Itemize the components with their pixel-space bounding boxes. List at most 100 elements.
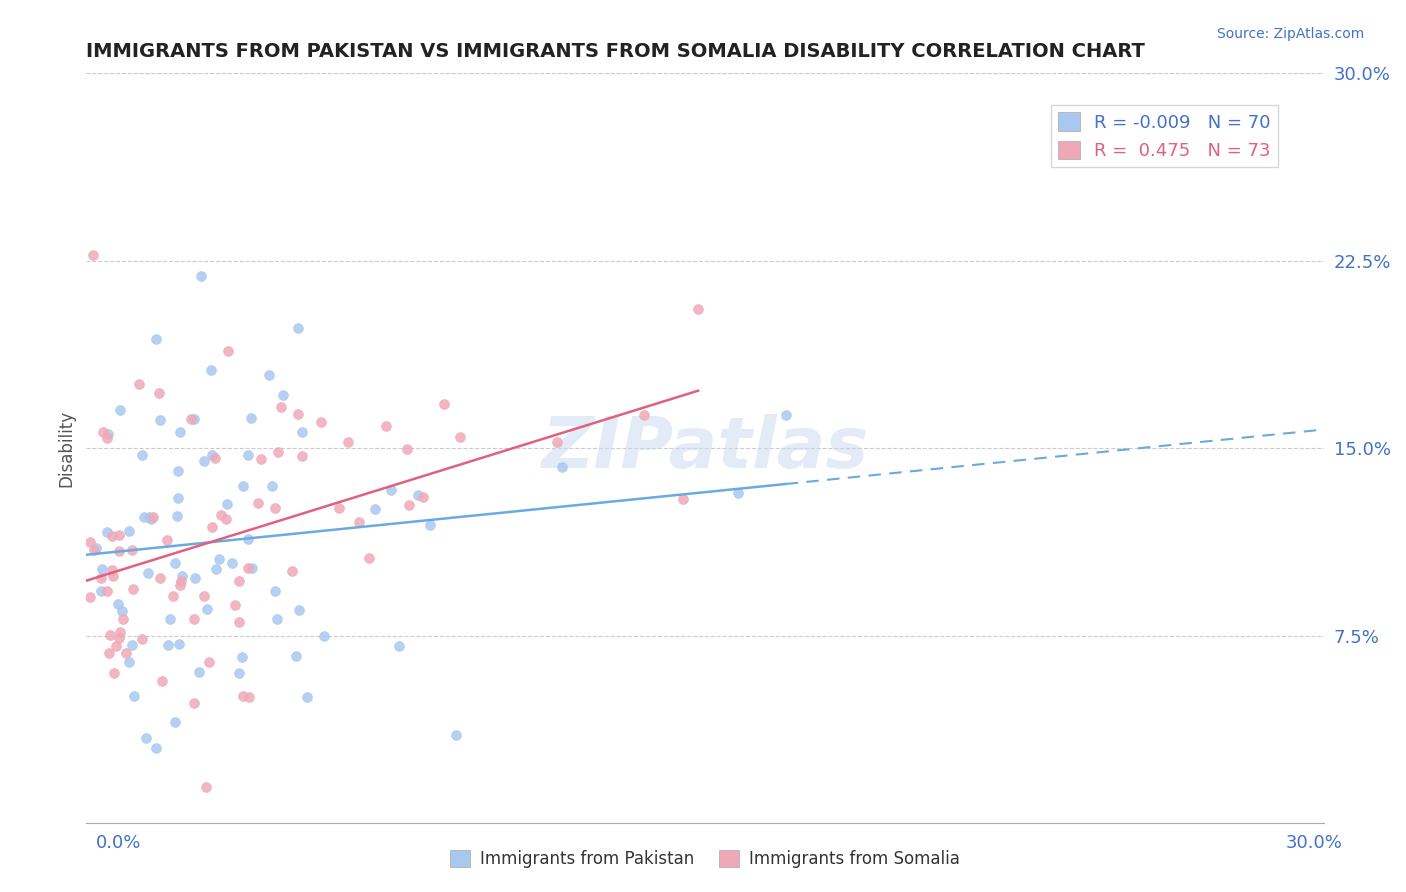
Point <box>633 408 655 422</box>
Point <box>108 402 131 417</box>
Point <box>291 450 314 464</box>
Point <box>155 533 177 548</box>
Point <box>142 509 165 524</box>
Point <box>96 426 118 441</box>
Point <box>111 604 134 618</box>
Point <box>238 560 260 574</box>
Text: IMMIGRANTS FROM PAKISTAN VS IMMIGRANTS FROM SOMALIA DISABILITY CORRELATION CHART: IMMIGRANTS FROM PAKISTAN VS IMMIGRANTS F… <box>86 42 1144 61</box>
Point <box>775 409 797 423</box>
Point <box>260 479 283 493</box>
Point <box>672 492 695 507</box>
Point <box>167 464 190 478</box>
Point <box>122 582 145 596</box>
Text: 0.0%: 0.0% <box>96 834 141 852</box>
Point <box>79 535 101 549</box>
Point <box>408 487 430 501</box>
Point <box>86 541 108 555</box>
Point <box>221 556 243 570</box>
Point <box>183 412 205 426</box>
Point <box>287 320 309 334</box>
Point <box>204 450 226 465</box>
Point <box>159 612 181 626</box>
Legend: R = -0.009   N = 70, R =  0.475   N = 73: R = -0.009 N = 70, R = 0.475 N = 73 <box>1050 105 1278 167</box>
Point <box>122 689 145 703</box>
Point <box>727 485 749 500</box>
Point <box>135 731 157 745</box>
Point <box>91 561 114 575</box>
Point <box>200 448 222 462</box>
Text: Source: ZipAtlas.com: Source: ZipAtlas.com <box>1216 27 1364 41</box>
Point <box>396 442 419 456</box>
Point <box>412 490 434 504</box>
Point <box>236 448 259 462</box>
Point <box>112 612 135 626</box>
Point <box>82 247 104 261</box>
Point <box>169 425 191 440</box>
Point <box>138 510 160 524</box>
Point <box>183 697 205 711</box>
Point <box>184 571 207 585</box>
Point <box>551 460 574 475</box>
Point <box>271 387 294 401</box>
Point <box>91 425 114 439</box>
Point <box>285 649 308 664</box>
Point <box>337 434 360 449</box>
Point <box>444 728 467 742</box>
Point <box>101 563 124 577</box>
Point <box>207 552 229 566</box>
Point <box>266 612 288 626</box>
Point <box>314 629 336 643</box>
Point <box>236 532 259 546</box>
Point <box>170 569 193 583</box>
Point <box>170 574 193 588</box>
Point <box>83 543 105 558</box>
Point <box>157 638 180 652</box>
Point <box>118 524 141 538</box>
Point <box>180 412 202 426</box>
Point <box>297 690 319 704</box>
Point <box>136 566 159 581</box>
Point <box>79 590 101 604</box>
Point <box>281 564 304 578</box>
Point <box>148 385 170 400</box>
Point <box>224 598 246 612</box>
Point <box>104 640 127 654</box>
Point <box>96 524 118 539</box>
Point <box>198 655 221 669</box>
Point <box>231 650 253 665</box>
Point <box>433 397 456 411</box>
Point <box>232 690 254 704</box>
Point <box>240 560 263 574</box>
Point <box>228 615 250 629</box>
Point <box>347 515 370 529</box>
Point <box>97 646 120 660</box>
Point <box>108 632 131 646</box>
Point <box>232 479 254 493</box>
Point <box>195 602 218 616</box>
Point <box>166 491 188 505</box>
Point <box>205 562 228 576</box>
Point <box>357 550 380 565</box>
Point <box>193 454 215 468</box>
Point <box>364 502 387 516</box>
Point <box>449 430 471 444</box>
Point <box>201 520 224 534</box>
Point <box>150 673 173 688</box>
Point <box>214 512 236 526</box>
Point <box>169 578 191 592</box>
Point <box>108 528 131 542</box>
Point <box>121 543 143 558</box>
Point <box>96 583 118 598</box>
Point <box>131 448 153 462</box>
Point <box>163 714 186 729</box>
Point <box>101 529 124 543</box>
Point <box>291 425 314 440</box>
Point <box>90 571 112 585</box>
Point <box>103 666 125 681</box>
Text: ZIPatlas: ZIPatlas <box>541 414 869 483</box>
Point <box>145 333 167 347</box>
Point <box>115 646 138 660</box>
Point <box>287 407 309 421</box>
Point <box>215 497 238 511</box>
Point <box>309 415 332 429</box>
